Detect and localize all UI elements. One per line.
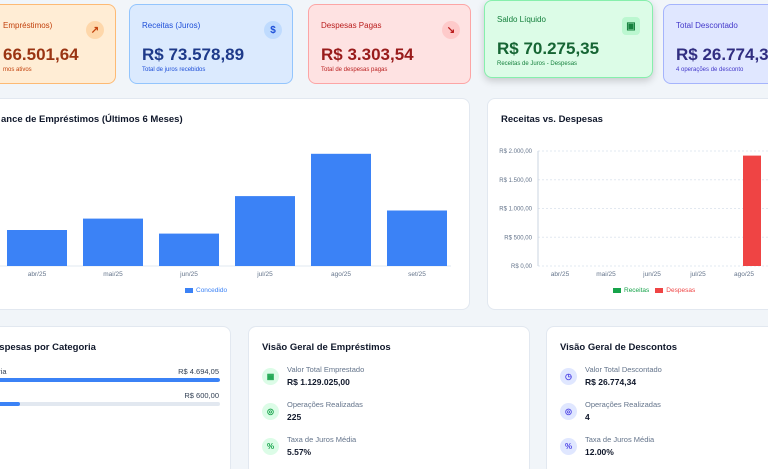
x-tick-label: jul/25 (689, 271, 706, 278)
stat-value: R$ 26.774,34 (585, 377, 637, 387)
kpi-title: Despesas Pagas (321, 21, 382, 30)
bank-icon: ▦ (262, 367, 279, 385)
kpi-card-discounted: Total Descontado R$ 26.774,34 4 operaçõe… (663, 4, 768, 84)
x-tick-label: abr/25 (28, 271, 47, 278)
kpi-subtitle: Total de despesas pagas (321, 67, 388, 73)
y-tick-label: R$ 500,00 (504, 235, 532, 241)
stat-total-discounted: ◷ Valor Total Descontado R$ 26.774,34 (560, 365, 662, 387)
clock-icon: ◷ (560, 367, 577, 385)
discounts-overview-title: Visão Geral de Descontos (560, 342, 678, 353)
expenses-category-title: espesas por Categoria (0, 342, 96, 353)
trending-down-icon: ↘ (442, 21, 460, 39)
category-progress-track (0, 378, 220, 382)
kpi-subtitle: mos ativos (3, 67, 32, 73)
category-amount: R$ 600,00 (184, 391, 219, 400)
wallet-icon: ▣ (622, 17, 640, 35)
x-tick-label: jun/25 (642, 271, 661, 278)
category-label: oria (0, 367, 7, 376)
category-amount: R$ 4.694,05 (178, 367, 219, 376)
kpi-subtitle: 4 operações de desconto (676, 67, 744, 73)
kpi-value: 66.501,64 (3, 45, 79, 64)
stat-value: 225 (287, 412, 302, 422)
stat-label: Taxa de Juros Média (287, 435, 357, 444)
stat-label: Operações Realizadas (287, 400, 363, 409)
legend-swatch-despesas (655, 288, 664, 293)
legend-swatch-concedido (185, 288, 193, 293)
x-tick-label: set/25 (408, 271, 426, 278)
kpi-card-expenses: Despesas Pagas R$ 3.303,54 Total de desp… (308, 4, 471, 84)
percent-icon: % (560, 437, 577, 455)
y-tick-label: R$ 1.000,00 (499, 207, 532, 213)
loans-overview-title: Visão Geral de Empréstimos (262, 342, 391, 353)
legend-label-concedido: Concedido (196, 287, 228, 294)
x-tick-label: jun/25 (179, 271, 198, 278)
stat-label: Valor Total Descontado (585, 365, 662, 374)
trending-up-icon: ↗ (86, 21, 104, 39)
bar-despesas-ago/25 (743, 155, 761, 266)
kpi-card-net-balance: Saldo Líquido R$ 70.275,35 Receitas de J… (484, 0, 653, 78)
stat-operations: ◎ Operações Realizadas 4 (560, 400, 661, 422)
expenses-by-category-panel: espesas por Categoria oria R$ 4.694,05 R… (0, 326, 231, 469)
y-tick-label: R$ 0,00 (511, 264, 533, 270)
x-tick-label: ago/25 (734, 271, 754, 278)
loans-chart-legend: Concedido (185, 287, 227, 294)
kpi-subtitle: Total de juros recebidos (142, 67, 206, 73)
x-tick-label: mai/25 (103, 271, 123, 278)
x-tick-label: mai/25 (596, 271, 616, 278)
stat-avg-interest: % Taxa de Juros Média 5.57% (262, 435, 356, 457)
category-progress-track (0, 402, 220, 406)
kpi-value: R$ 70.275,35 (497, 39, 600, 58)
revenue-bar-chart: R$ 0,00 R$ 500,00 R$ 1.000,00 R$ 1.500,00 R$… (499, 149, 768, 278)
kpi-value: R$ 73.578,89 (142, 45, 245, 64)
stat-label: Taxa de Juros Média (585, 435, 655, 444)
y-tick-label: R$ 2.000,00 (499, 149, 532, 155)
kpi-value: R$ 26.774,34 (676, 45, 768, 64)
bar-ago/25 (311, 153, 371, 266)
revenue-chart-panel: Receitas vs. Despesas R$ 0,00 R$ 500,00 R$… (487, 98, 768, 310)
x-tick-label: ago/25 (331, 271, 351, 278)
category-progress-fill (0, 402, 21, 406)
loans-overview-panel: Visão Geral de Empréstimos ▦ Valor Total… (248, 326, 530, 469)
legend-swatch-receitas (613, 288, 621, 293)
kpi-title: Saldo Líquido (497, 15, 546, 24)
kpi-card-loans: Empréstimos) 66.501,64 mos ativos ↗ (0, 4, 116, 84)
stat-label: Valor Total Emprestado (287, 365, 365, 374)
loans-chart-panel: ance de Empréstimos (Últimos 6 Meses) ab… (0, 98, 470, 310)
percent-icon: % (262, 437, 279, 455)
stat-value: 4 (585, 412, 590, 422)
revenue-chart-legend: Receitas Despesas (613, 287, 695, 294)
discounts-overview-panel: Visão Geral de Descontos ◷ Valor Total D… (546, 326, 768, 469)
bar-set/25 (387, 210, 447, 266)
kpi-title: Receitas (Juros) (142, 21, 201, 30)
dollar-icon: $ (264, 21, 282, 39)
coins-icon: ◎ (560, 402, 577, 420)
coins-icon: ◎ (262, 402, 279, 420)
x-tick-label: abr/25 (551, 271, 570, 278)
loans-chart-title: ance de Empréstimos (Últimos 6 Meses) (1, 114, 183, 125)
y-tick-label: R$ 1.500,00 (499, 178, 532, 184)
kpi-subtitle: Receitas de Juros - Despesas (497, 61, 578, 67)
bar-abr/25 (7, 230, 67, 266)
bar-mai/25 (83, 218, 143, 266)
stat-value: 5.57% (287, 447, 312, 457)
stat-operations: ◎ Operações Realizadas 225 (262, 400, 363, 422)
kpi-title: Empréstimos) (3, 21, 53, 30)
stat-value: 12.00% (585, 447, 614, 457)
legend-label-receitas: Receitas (624, 287, 650, 294)
stat-total-loaned: ▦ Valor Total Emprestado R$ 1.129.025,00 (262, 365, 364, 387)
kpi-value: R$ 3.303,54 (321, 45, 414, 64)
kpi-title: Total Descontado (676, 21, 738, 30)
x-tick-label: jul/25 (256, 271, 273, 278)
revenue-chart-title: Receitas vs. Despesas (501, 114, 603, 125)
legend-label-despesas: Despesas (666, 287, 696, 294)
kpi-card-revenue: Receitas (Juros) R$ 73.578,89 Total de j… (129, 4, 293, 84)
stat-avg-interest: % Taxa de Juros Média 12.00% (560, 435, 654, 457)
category-progress-fill (0, 378, 220, 382)
stat-value: R$ 1.129.025,00 (287, 377, 350, 387)
bar-jun/25 (159, 233, 219, 266)
bar-jul/25 (235, 196, 295, 266)
loans-bar-chart: abr/25 mai/25 jun/25 jul/25 ago/25 set/25 (0, 153, 451, 278)
stat-label: Operações Realizadas (585, 400, 661, 409)
